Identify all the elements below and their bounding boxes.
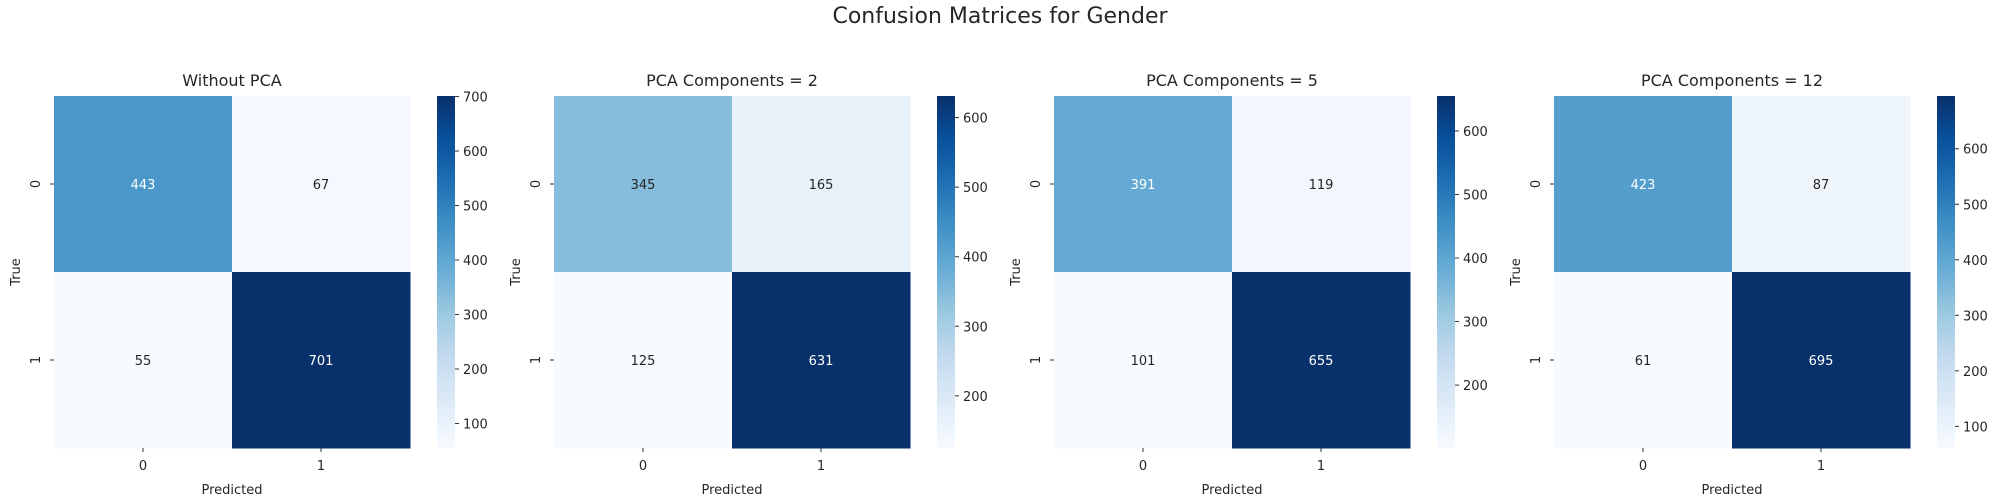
heatmap-cell — [732, 96, 911, 273]
colorbar-tick-label: 200 — [1963, 365, 1988, 380]
heatmap-cell — [54, 272, 233, 449]
subplot-title: Without PCA — [182, 71, 281, 90]
x-tick-label: 0 — [639, 459, 647, 474]
colorbar-tick-label: 600 — [1963, 143, 1988, 158]
x-tick-label: 0 — [1139, 459, 1147, 474]
colorbar-tick-label: 300 — [1463, 316, 1488, 331]
colorbar-tick-label: 300 — [963, 320, 988, 335]
cell-value-label: 443 — [131, 178, 156, 193]
heatmap-3: 391 119 101 655 PCA Components = 5 0 1 Predicte… — [1009, 71, 1488, 498]
colorbar — [1437, 96, 1455, 448]
heatmap-cell — [554, 272, 733, 449]
cell-value-label: 61 — [1635, 354, 1652, 369]
y-axis-label: True — [1509, 258, 1524, 287]
y-tick-label: 1 — [1029, 356, 1044, 364]
x-tick-label: 0 — [139, 459, 147, 474]
x-axis-label: Predicted — [701, 483, 762, 498]
cell-value-label: 165 — [809, 178, 834, 193]
heatmap-cell — [232, 96, 411, 273]
subplot-title: PCA Components = 2 — [646, 71, 818, 90]
y-tick-label: 1 — [1529, 356, 1544, 364]
colorbar-tick-label: 600 — [463, 145, 488, 160]
cell-value-label: 655 — [1309, 354, 1334, 369]
y-axis-label: True — [9, 258, 24, 287]
y-axis-label: True — [1009, 258, 1024, 287]
cell-value-label: 695 — [1809, 354, 1834, 369]
subplot-title: PCA Components = 12 — [1641, 71, 1823, 90]
colorbar-tick-label: 400 — [463, 254, 488, 269]
heatmap-cell — [554, 96, 733, 273]
figure-title: Confusion Matrices for Gender — [832, 4, 1168, 29]
colorbar-tick-label: 500 — [963, 181, 988, 196]
heatmap-2: 345 165 125 631 PCA Components = 2 0 1 Predicte… — [509, 71, 988, 498]
cell-value-label: 631 — [809, 354, 834, 369]
y-axis-label: True — [509, 258, 524, 287]
cell-value-label: 125 — [631, 354, 656, 369]
heatmap-cell — [1732, 272, 1911, 449]
cell-value-label: 345 — [631, 178, 656, 193]
colorbar — [937, 96, 955, 448]
cell-value-label: 67 — [313, 178, 330, 193]
y-tick-label: 1 — [29, 356, 44, 364]
colorbar-tick-label: 300 — [463, 309, 488, 324]
colorbar-tick-label: 200 — [463, 363, 488, 378]
x-tick-label: 0 — [1639, 459, 1647, 474]
cell-value-label: 423 — [1631, 178, 1656, 193]
x-axis-label: Predicted — [1701, 483, 1762, 498]
heatmap-cell — [1554, 96, 1733, 273]
colorbar-tick-label: 500 — [463, 200, 488, 215]
cell-value-label: 119 — [1309, 178, 1334, 193]
x-tick-label: 1 — [817, 459, 825, 474]
colorbar-tick-label: 200 — [963, 390, 988, 405]
x-tick-label: 1 — [317, 459, 325, 474]
colorbar-tick-label: 600 — [1463, 125, 1488, 140]
colorbar-tick-label: 400 — [963, 251, 988, 266]
x-tick-label: 1 — [1317, 459, 1325, 474]
heatmap-cell — [1054, 272, 1233, 449]
heatmap-1: 443 67 55 701 Without PCA 0 1 Predicted 0 1 True 10… — [9, 71, 488, 498]
y-tick-label: 1 — [529, 356, 544, 364]
heatmap-cell — [54, 96, 233, 273]
colorbar-tick-label: 400 — [1963, 254, 1988, 269]
colorbar-tick-label: 500 — [1963, 198, 1988, 213]
y-tick-label: 0 — [1529, 180, 1544, 188]
y-tick-label: 0 — [29, 180, 44, 188]
colorbar-tick-label: 400 — [1463, 252, 1488, 267]
heatmap-4: 423 87 61 695 PCA Components = 12 0 1 Predicted… — [1509, 71, 1988, 498]
cell-value-label: 391 — [1131, 178, 1156, 193]
cell-value-label: 101 — [1131, 354, 1156, 369]
colorbar — [1937, 96, 1955, 448]
subplot-title: PCA Components = 5 — [1146, 71, 1318, 90]
heatmap-cell — [1732, 96, 1911, 273]
cell-value-label: 701 — [309, 354, 334, 369]
heatmap-cell — [1232, 96, 1411, 273]
x-axis-label: Predicted — [201, 483, 262, 498]
colorbar-tick-label: 100 — [1963, 420, 1988, 435]
cell-value-label: 87 — [1813, 178, 1830, 193]
cell-value-label: 55 — [135, 354, 152, 369]
x-axis-label: Predicted — [1201, 483, 1262, 498]
y-tick-label: 0 — [1029, 180, 1044, 188]
colorbar-tick-label: 600 — [963, 112, 988, 127]
colorbar — [437, 96, 455, 448]
colorbar-tick-label: 200 — [1463, 379, 1488, 394]
heatmap-cell — [732, 272, 911, 449]
colorbar-tick-label: 300 — [1963, 309, 1988, 324]
colorbar-tick-label: 100 — [463, 417, 488, 432]
x-tick-label: 1 — [1817, 459, 1825, 474]
y-tick-label: 0 — [529, 180, 544, 188]
heatmap-cell — [1054, 96, 1233, 273]
colorbar-tick-label: 700 — [463, 91, 488, 106]
colorbar-tick-label: 500 — [1463, 188, 1488, 203]
heatmap-cell — [1554, 272, 1733, 449]
heatmap-cell — [1232, 272, 1411, 449]
heatmap-cell — [232, 272, 411, 449]
